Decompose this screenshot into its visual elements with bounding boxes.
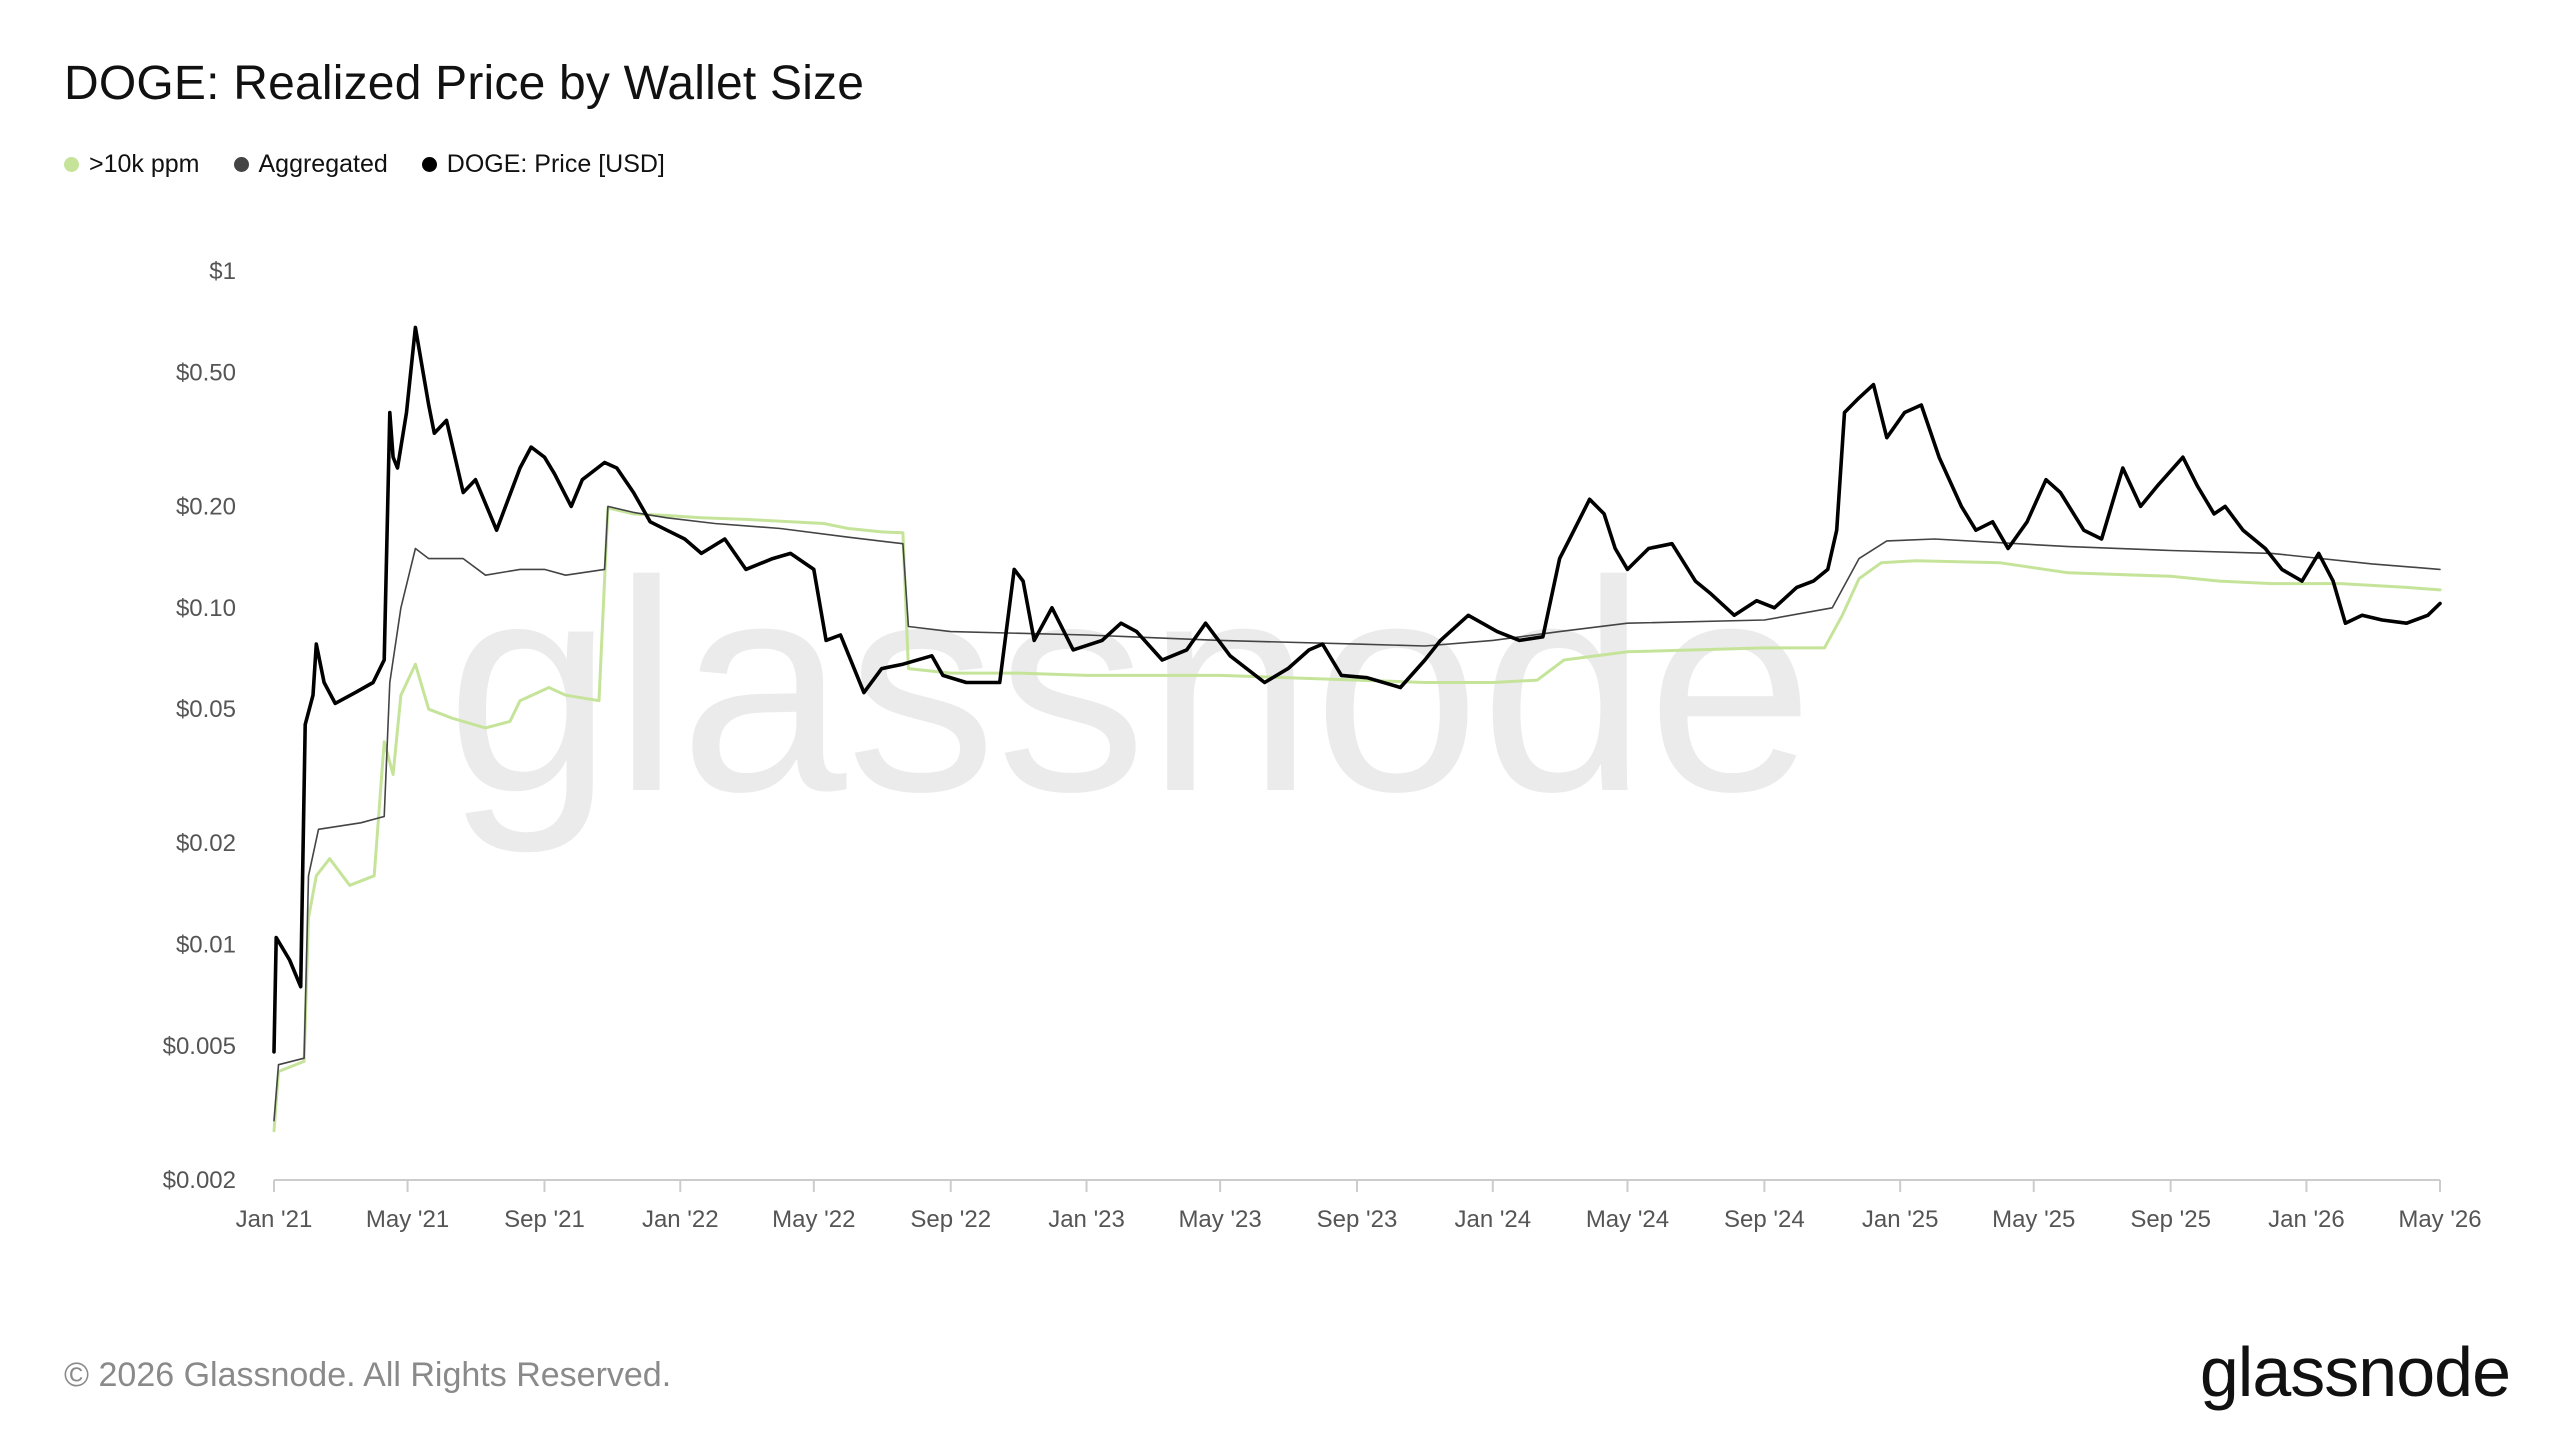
y-tick-label: $0.10 — [176, 595, 236, 622]
x-tick-label: Jan '23 — [1048, 1206, 1125, 1233]
x-tick-label: Sep '25 — [2130, 1206, 2211, 1233]
legend-item-aggregated[interactable]: Aggregated — [233, 150, 388, 179]
chart-plot: glassnode $1 $0.50 $0.20 $0.10 $0.05 $0.02 $0.… — [163, 258, 2482, 1233]
y-tick-label: $1 — [209, 258, 236, 285]
x-tick-label: May '21 — [366, 1206, 449, 1233]
legend-label-10k-ppm: >10k ppm — [89, 150, 200, 178]
x-tick-label: May '25 — [1992, 1206, 2075, 1233]
x-tick-label: May '22 — [772, 1206, 855, 1233]
legend-swatch-10k-ppm — [64, 157, 79, 172]
x-tick-label: Jan '24 — [1454, 1206, 1531, 1233]
legend-swatch-doge-price — [421, 157, 437, 172]
y-tick-label: $0.05 — [176, 696, 236, 723]
legend-item-doge-price[interactable]: DOGE: Price [USD] — [421, 150, 665, 179]
x-tick-label: Jan '22 — [642, 1206, 719, 1233]
series-line-aggregated — [273, 505, 2441, 1122]
legend-label-doge-price: DOGE: Price [USD] — [446, 150, 665, 178]
x-tick-label: Sep '21 — [504, 1206, 585, 1233]
legend-swatch-aggregated — [233, 157, 249, 172]
x-tick-label: May '23 — [1178, 1206, 1261, 1233]
x-tick-label: Sep '22 — [910, 1206, 991, 1233]
x-tick-label: Sep '23 — [1317, 1206, 1398, 1233]
x-tick-label: May '26 — [2398, 1206, 2481, 1233]
watermark-text: glassnode — [446, 518, 1814, 856]
y-tick-label: $0.02 — [176, 830, 236, 857]
series-lines — [272, 325, 2442, 1133]
x-tick-label: Sep '24 — [1724, 1206, 1805, 1233]
series-line-10k-ppm — [272, 506, 2442, 1133]
x-tick-label: Jan '21 — [236, 1206, 313, 1233]
legend: >10k ppm Aggregated DOGE: Price [USD] — [64, 150, 665, 179]
chart-title: DOGE: Realized Price by Wallet Size — [64, 57, 865, 110]
x-tick-label: Jan '25 — [1862, 1206, 1939, 1233]
x-tick-label: May '24 — [1586, 1206, 1669, 1233]
legend-label-aggregated: Aggregated — [258, 150, 388, 178]
y-tick-label: $0.50 — [176, 359, 236, 386]
axes: $1 $0.50 $0.20 $0.10 $0.05 $0.02 $0.01 $0.005 $0… — [163, 258, 2482, 1233]
copyright-text: © 2026 Glassnode. All Rights Reserved. — [64, 1356, 672, 1394]
series-line-doge-price — [272, 325, 2442, 1054]
y-tick-label: $0.005 — [163, 1033, 236, 1060]
y-tick-label: $0.20 — [176, 493, 236, 520]
y-tick-label: $0.002 — [163, 1167, 236, 1194]
glassnode-logo[interactable]: glassnode — [2199, 1333, 2511, 1411]
y-tick-label: $0.01 — [176, 932, 236, 959]
x-tick-label: Jan '26 — [2268, 1206, 2345, 1233]
legend-item-10k-ppm[interactable]: >10k ppm — [64, 150, 200, 179]
